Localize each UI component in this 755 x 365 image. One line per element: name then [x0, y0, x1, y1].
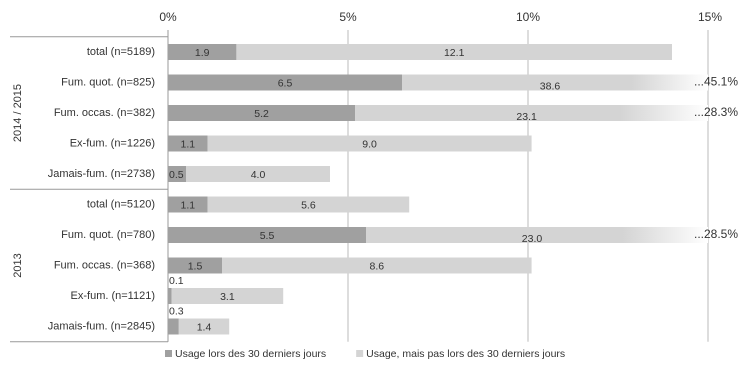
x-tick-label: 10%: [516, 10, 540, 24]
value-label: 1.1: [180, 199, 195, 211]
bar-segment: [168, 227, 366, 243]
bar-segment: [168, 44, 237, 60]
bar-segment: [402, 74, 708, 91]
x-tick-label: 0%: [159, 10, 177, 24]
category-label: Fum. quot. (n=780): [61, 229, 155, 241]
legend-swatch: [356, 350, 364, 357]
legend-label: Usage, mais pas lors des 30 derniers jou…: [366, 348, 565, 360]
value-label: 9.0: [362, 138, 377, 150]
category-label: total (n=5189): [87, 46, 155, 58]
value-label: 0.5: [169, 169, 184, 181]
value-label: 23.0: [522, 233, 543, 245]
bar-segment: [168, 74, 402, 91]
value-label: 12.1: [444, 47, 465, 59]
category-label: Fum. quot. (n=825): [61, 76, 155, 88]
value-label: 38.6: [540, 80, 561, 92]
bar-segment: [168, 318, 179, 335]
value-label: 8.6: [369, 260, 384, 272]
bar-segment: [168, 105, 356, 121]
bar-segment: [168, 257, 222, 274]
bar-segment: [168, 166, 186, 182]
legend-swatch: [165, 350, 172, 357]
value-label: 1.5: [188, 260, 203, 272]
bar-segment: [178, 318, 230, 335]
category-label: Ex-fum. (n=1121): [71, 290, 155, 302]
value-label: 5.6: [301, 199, 316, 211]
value-label: 1.1: [180, 138, 195, 150]
bar-segment: [355, 105, 708, 121]
total-label: ...45.1%: [694, 75, 738, 89]
value-label: 0.3: [169, 305, 184, 317]
bar-segment: [236, 44, 672, 60]
value-label: 5.5: [260, 230, 275, 242]
value-label: 4.0: [251, 169, 266, 181]
bar-segment: [366, 227, 708, 243]
bar-segment: [186, 166, 330, 182]
x-tick-label: 15%: [698, 10, 722, 24]
legend-label: Usage lors des 30 derniers jours: [175, 348, 326, 360]
bar-segment: [171, 288, 284, 304]
value-label: 1.4: [197, 321, 212, 333]
bar-segment: [168, 135, 208, 152]
category-label: Jamais-fum. (n=2738): [48, 168, 155, 180]
value-label: 0.1: [169, 275, 184, 287]
category-label: Fum. occas. (n=382): [54, 107, 155, 119]
value-label: 5.2: [254, 108, 269, 120]
category-label: Ex-fum. (n=1226): [70, 137, 155, 149]
total-label: ...28.5%: [694, 227, 738, 241]
group-label: 2014 / 2015: [12, 84, 24, 142]
group-label: 2013: [12, 253, 24, 277]
category-label: Jamais-fum. (n=2845): [48, 320, 155, 332]
bar-segment: [207, 196, 410, 213]
bar-segment: [222, 257, 532, 274]
bar-segment: [168, 196, 208, 213]
value-label: 1.9: [195, 47, 210, 59]
value-label: 3.1: [220, 291, 235, 303]
category-label: Fum. occas. (n=368): [54, 259, 155, 271]
total-label: ...28.3%: [694, 105, 738, 119]
category-label: total (n=5120): [87, 198, 155, 210]
bar-segment: [207, 135, 532, 152]
value-label: 23.1: [516, 111, 537, 123]
value-label: 6.5: [278, 77, 293, 89]
bar-segment: [168, 288, 172, 304]
x-tick-label: 5%: [339, 10, 357, 24]
